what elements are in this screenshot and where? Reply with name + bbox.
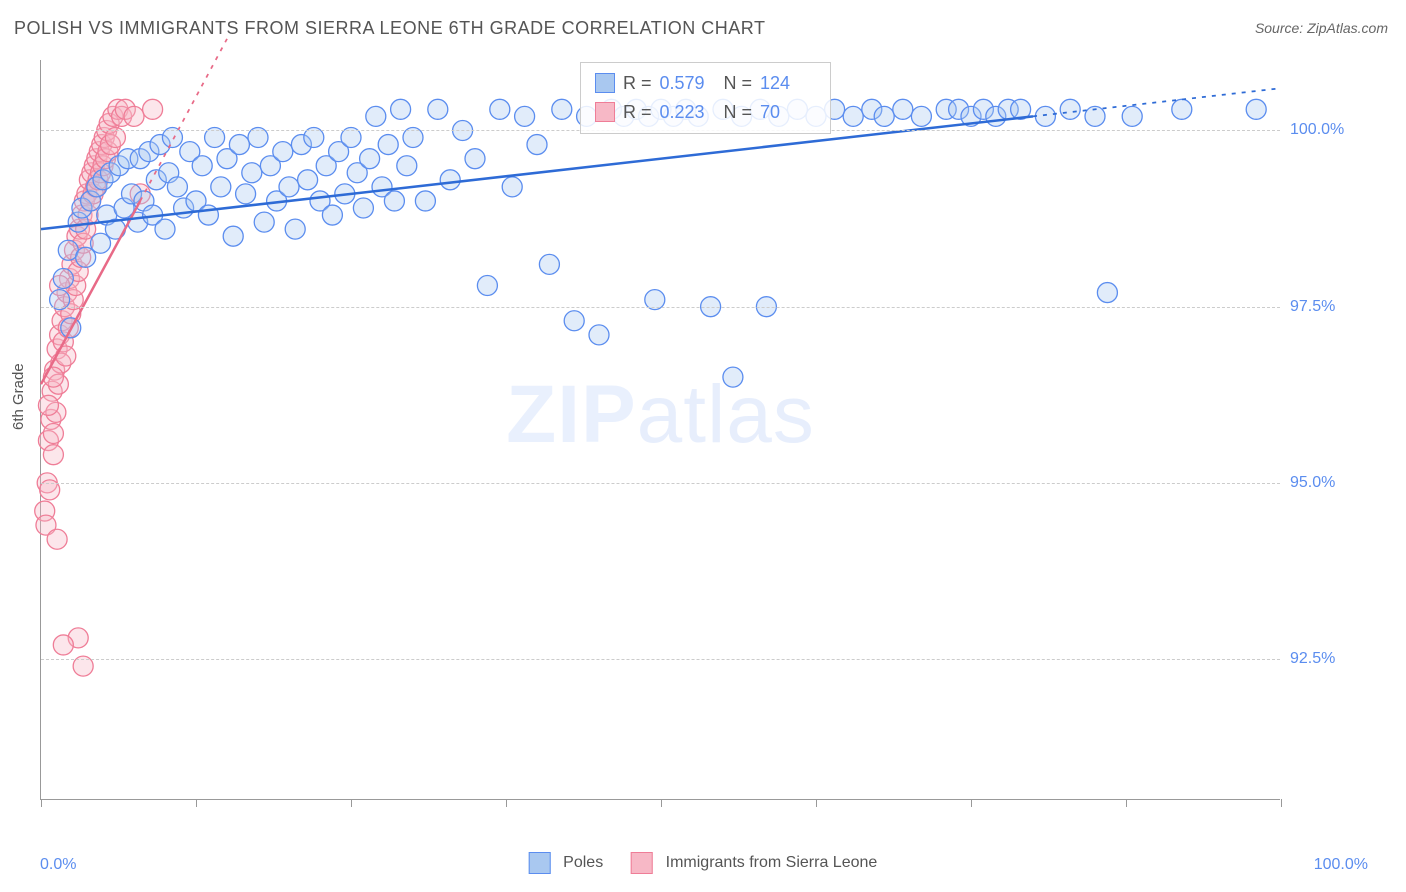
gridline <box>41 307 1280 308</box>
plot-area: ZIPatlas 100.0%97.5%95.0%92.5% <box>40 60 1280 800</box>
stats-row-series2: R = 0.223 N = 70 <box>595 98 816 127</box>
x-axis-max-label: 100.0% <box>1314 856 1368 874</box>
chart-svg <box>41 60 1280 799</box>
legend-item-series1: Poles <box>529 852 603 874</box>
stat-r-label: R = <box>623 98 652 127</box>
stat-r-value-series2: 0.223 <box>660 98 716 127</box>
gridline <box>41 659 1280 660</box>
x-tick <box>506 799 507 807</box>
x-tick <box>971 799 972 807</box>
stats-row-series1: R = 0.579 N = 124 <box>595 69 816 98</box>
x-tick <box>816 799 817 807</box>
legend-swatch-series2 <box>631 852 653 874</box>
x-tick <box>1126 799 1127 807</box>
y-tick-label: 95.0% <box>1290 474 1370 492</box>
x-tick <box>351 799 352 807</box>
legend-label-series1: Poles <box>563 854 603 871</box>
stat-r-label: R = <box>623 69 652 98</box>
y-tick-label: 92.5% <box>1290 650 1370 668</box>
correlation-stats-box: R = 0.579 N = 124 R = 0.223 N = 70 <box>580 62 831 134</box>
stats-swatch-series2 <box>595 102 615 122</box>
stat-n-value-series1: 124 <box>760 69 816 98</box>
y-tick-label: 97.5% <box>1290 298 1370 316</box>
y-axis-label: 6th Grade <box>10 363 27 430</box>
gridline <box>41 483 1280 484</box>
x-axis-min-label: 0.0% <box>40 856 76 874</box>
y-tick-label: 100.0% <box>1290 121 1370 139</box>
legend-item-series2: Immigrants from Sierra Leone <box>631 852 877 874</box>
stats-swatch-series1 <box>595 73 615 93</box>
stat-n-value-series2: 70 <box>760 98 816 127</box>
x-tick <box>661 799 662 807</box>
source-attribution: Source: ZipAtlas.com <box>1255 20 1388 36</box>
stat-r-value-series1: 0.579 <box>660 69 716 98</box>
x-tick <box>196 799 197 807</box>
x-tick <box>41 799 42 807</box>
chart-title: POLISH VS IMMIGRANTS FROM SIERRA LEONE 6… <box>14 18 765 39</box>
legend-swatch-series1 <box>529 852 551 874</box>
x-tick <box>1281 799 1282 807</box>
stat-n-label: N = <box>724 98 753 127</box>
legend: Poles Immigrants from Sierra Leone <box>529 852 878 874</box>
legend-label-series2: Immigrants from Sierra Leone <box>666 854 878 871</box>
stat-n-label: N = <box>724 69 753 98</box>
